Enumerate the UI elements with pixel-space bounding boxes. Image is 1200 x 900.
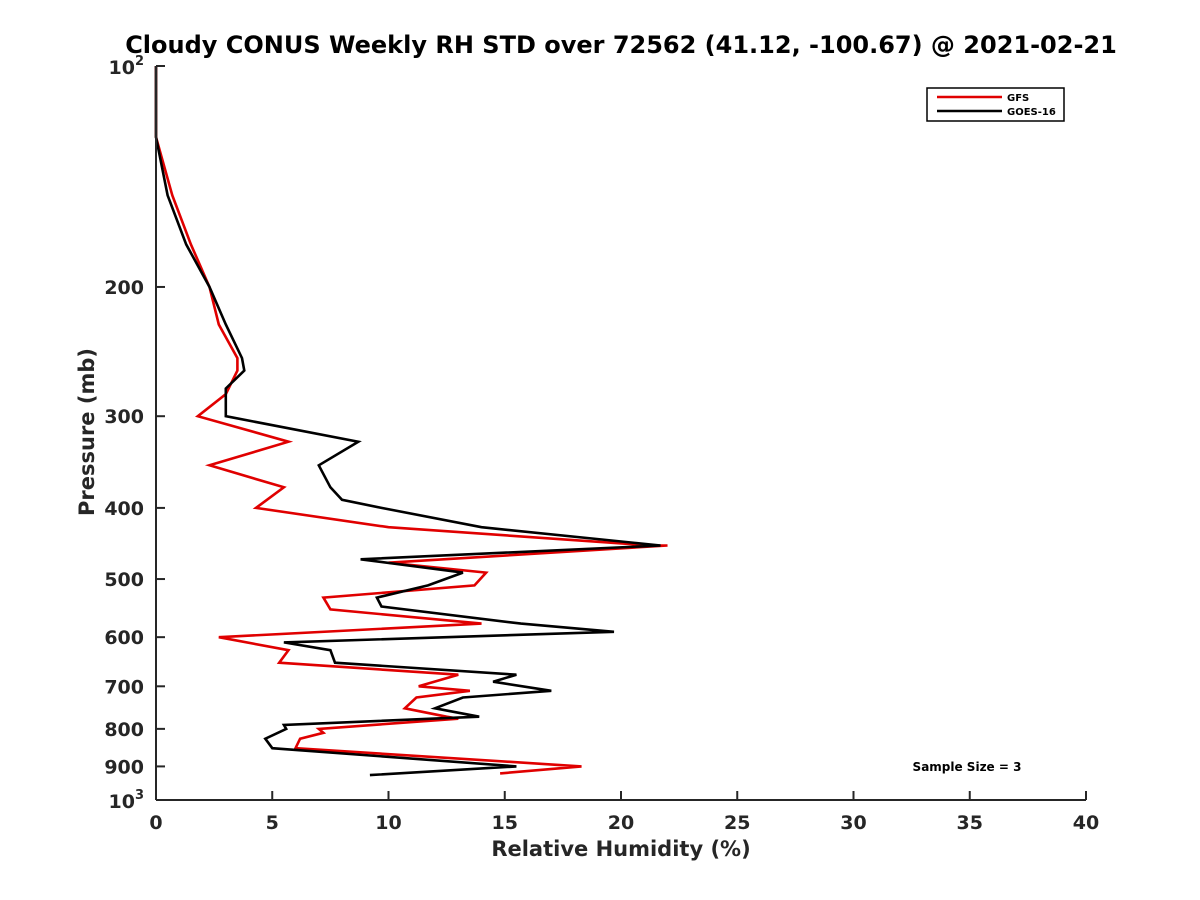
x-axis-label: Relative Humidity (%) [491, 837, 750, 861]
x-tick-label: 20 [608, 812, 634, 834]
legend-label: GOES-16 [1007, 107, 1056, 118]
x-tick-label: 25 [724, 812, 750, 834]
y-tick-label: 400 [104, 498, 144, 520]
y-tick-label: 103 [109, 788, 145, 813]
x-tick-label: 10 [375, 812, 401, 834]
legend-box [926, 87, 1065, 122]
y-tick-label: 700 [104, 676, 144, 698]
y-tick-label: 600 [104, 627, 144, 649]
plot-area [154, 66, 668, 777]
x-tick-label: 35 [957, 812, 983, 834]
y-tick-label: 102 [109, 54, 145, 79]
y-axis-label: Pressure (mb) [75, 348, 99, 516]
x-tick-label: 40 [1073, 812, 1099, 834]
x-tick-label: 5 [266, 812, 279, 834]
y-tick-label: 500 [104, 569, 144, 591]
y-tick-label: 300 [104, 406, 144, 428]
x-tick-label: 15 [492, 812, 518, 834]
x-tick-label: 30 [840, 812, 866, 834]
chart-title: Cloudy CONUS Weekly RH STD over 72562 (4… [125, 31, 1117, 59]
y-tick-label: 200 [104, 277, 144, 299]
legend-label: GFS [1007, 93, 1029, 104]
y-tick-label: 900 [104, 756, 144, 778]
y-tick-label: 800 [104, 719, 144, 741]
series-line-goes-16 [154, 66, 661, 777]
axes: 0 5 10 15 20 25 30 35 40 102 200 300 400 500 600 700 800… [104, 54, 1099, 834]
x-tick-label: 0 [149, 812, 162, 834]
legend: GFS GOES-16 [926, 87, 1065, 122]
sample-size-annotation: Sample Size = 3 [913, 760, 1022, 774]
